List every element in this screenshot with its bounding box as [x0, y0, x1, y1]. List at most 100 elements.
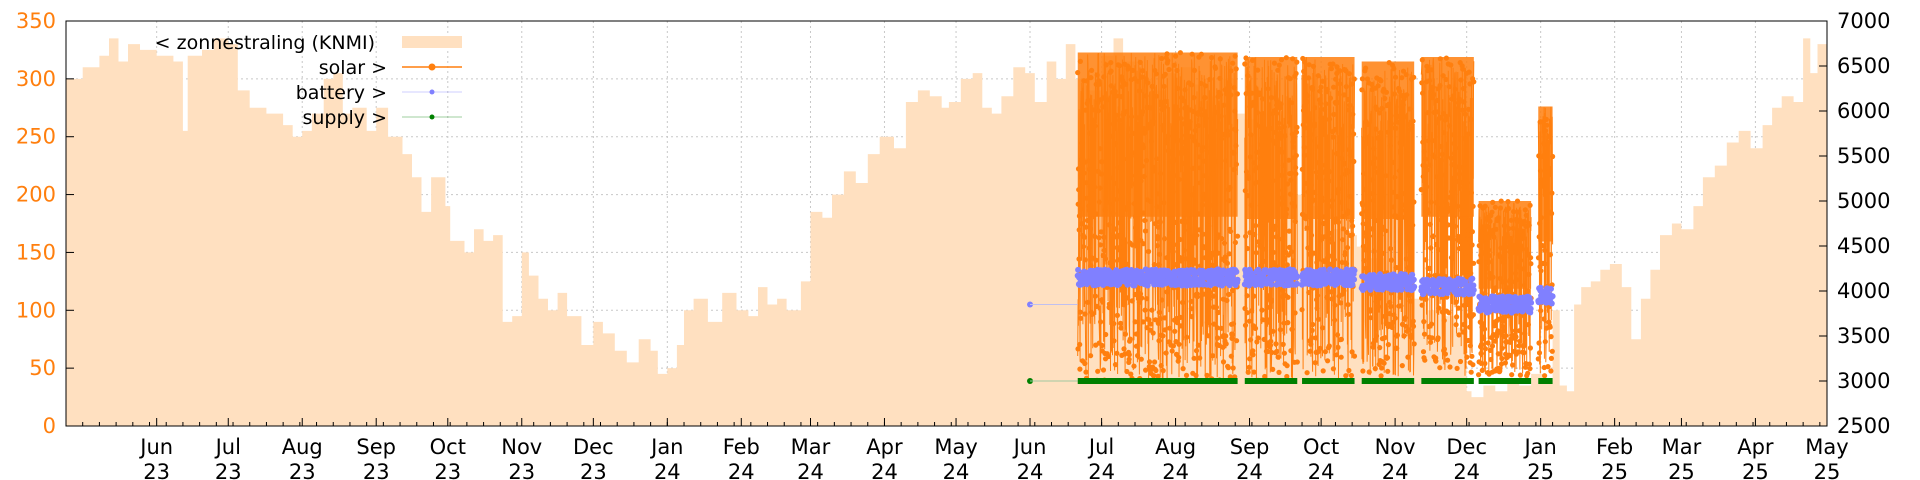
solar-point: [1377, 345, 1383, 351]
y-left-tick-label: 0: [43, 414, 56, 438]
y-left-tick-label: 150: [16, 240, 56, 264]
solar-point: [1215, 335, 1221, 341]
battery-point: [1268, 281, 1275, 288]
solar-point: [1215, 250, 1221, 256]
x-tick-year: 24: [943, 460, 970, 480]
solar-point: [1460, 260, 1466, 266]
solar-band: [1244, 57, 1298, 219]
solar-point: [1269, 349, 1275, 356]
solar-point: [1082, 360, 1088, 367]
solar-point: [1439, 246, 1445, 252]
solar-point: [1401, 333, 1407, 339]
solar-point: [1406, 327, 1412, 333]
x-tick-month: Nov: [501, 435, 542, 459]
solar-point: [1388, 303, 1394, 309]
solar-point: [1328, 261, 1334, 267]
solar-point: [1430, 233, 1437, 239]
x-tick-year: 24: [728, 460, 755, 480]
solar-point: [1149, 307, 1155, 313]
solar-point: [1162, 315, 1168, 321]
solar-point: [1273, 234, 1279, 240]
solar-point: [1077, 366, 1083, 372]
solar-point: [1129, 298, 1135, 304]
solar-point: [1247, 356, 1253, 362]
solar-point: [1289, 326, 1295, 332]
solar-point: [1408, 335, 1414, 341]
solar-point: [1538, 308, 1544, 314]
solar-point: [1485, 340, 1491, 346]
solar-point: [1455, 233, 1461, 239]
solar-point: [1118, 320, 1124, 326]
solar-segment: [1535, 106, 1556, 379]
solar-point: [1480, 321, 1486, 327]
solar-point: [1223, 341, 1229, 347]
solar-point: [1370, 226, 1376, 232]
solar-point: [1194, 294, 1200, 300]
y-right-tick-label: 4000: [1837, 279, 1890, 303]
solar-point: [1495, 351, 1501, 357]
solar-point: [1135, 353, 1141, 359]
battery-point: [1548, 285, 1554, 292]
solar-point: [1488, 356, 1494, 363]
solar-point: [1427, 265, 1433, 271]
solar-point: [1286, 228, 1292, 234]
solar-point: [1150, 330, 1156, 336]
y-left-tick-label: 200: [16, 183, 56, 207]
solar-point: [1244, 310, 1250, 316]
solar-point: [1340, 226, 1346, 232]
solar-point: [1348, 372, 1354, 379]
x-tick-year: 24: [1088, 460, 1115, 480]
legend: < zonnestraling (KNMI) solar > battery > su…: [155, 32, 462, 129]
solar-point: [1392, 315, 1398, 321]
solar-point: [1345, 302, 1351, 308]
x-tick-year: 23: [363, 460, 390, 480]
solar-point: [1140, 319, 1146, 325]
y-right-tick-label: 4500: [1837, 234, 1890, 258]
solar-point: [1210, 353, 1216, 359]
solar-point: [1385, 342, 1391, 348]
solar-point: [1322, 349, 1328, 355]
solar-segment: [1476, 198, 1534, 379]
legend-label: battery >: [296, 82, 387, 104]
solar-point: [1385, 368, 1391, 374]
solar-point: [1374, 217, 1381, 224]
solar-point: [1267, 342, 1274, 348]
solar-point: [1537, 264, 1543, 270]
x-tick-year: 25: [1742, 460, 1769, 480]
solar-point: [1095, 368, 1101, 374]
solar-point: [1535, 255, 1542, 261]
battery-point: [1470, 287, 1477, 293]
solar-point: [1174, 242, 1181, 248]
solar-point: [1127, 336, 1133, 342]
solar-point: [1329, 240, 1335, 246]
legend-label: supply >: [302, 107, 387, 129]
solar-point: [1100, 367, 1107, 373]
supply-band: [1478, 378, 1532, 384]
battery-point: [1351, 267, 1358, 274]
solar-point: [1164, 289, 1170, 295]
solar-point: [1170, 249, 1176, 255]
solar-point: [1204, 372, 1210, 378]
battery-point: [1349, 281, 1356, 288]
y-axis-right: 2500 3000 3500 4000 4500 5000 5500 6000 6500 7000: [1819, 9, 1890, 438]
solar-point: [1246, 318, 1252, 324]
solar-point: [1547, 324, 1553, 330]
solar-point: [1445, 222, 1451, 228]
solar-point: [1144, 296, 1150, 302]
solar-series: [1075, 50, 1556, 384]
solar-point: [1457, 358, 1464, 365]
solar-point: [1253, 223, 1259, 229]
solar-point: [1158, 363, 1164, 369]
battery-point: [1233, 268, 1240, 275]
battery-point: [1549, 293, 1556, 300]
solar-point: [1294, 359, 1300, 365]
solar-point: [1525, 322, 1531, 328]
solar-point: [1154, 243, 1160, 249]
solar-point: [1526, 361, 1532, 367]
y-right-tick-label: 5500: [1837, 144, 1890, 168]
solar-point: [1521, 350, 1527, 356]
solar-point: [1257, 243, 1263, 249]
solar-point: [1479, 367, 1485, 373]
solar-point: [1157, 316, 1163, 322]
solar-point: [1499, 345, 1505, 351]
